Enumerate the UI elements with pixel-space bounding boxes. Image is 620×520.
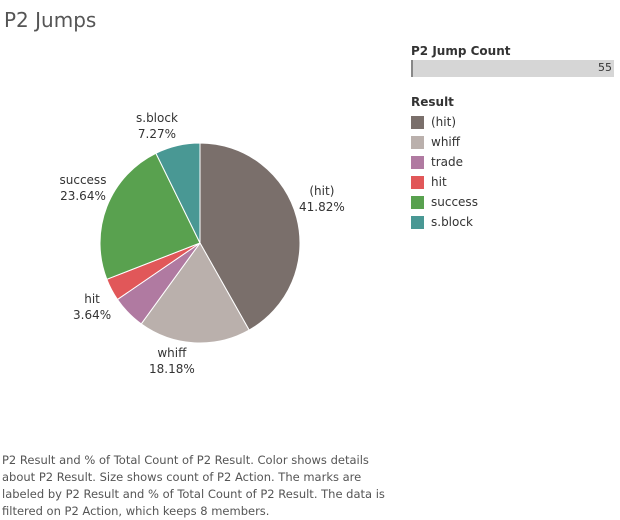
size-legend-title: P2 Jump Count	[411, 44, 511, 58]
slice-label-name: (hit)	[309, 184, 335, 198]
slice-label-percent: 3.64%	[73, 308, 112, 322]
legend-swatch	[411, 215, 424, 229]
legend-swatch	[411, 135, 424, 149]
pie-svg	[99, 142, 301, 344]
legend-item-label: trade	[431, 155, 463, 169]
pie-slice-label: s.block 7.27%	[136, 110, 178, 142]
color-legend-title: Result	[411, 95, 454, 109]
pie-slice-label: whiff 18.18%	[149, 345, 195, 377]
slice-label-name: success	[59, 173, 107, 187]
slice-label-percent: 41.82%	[299, 200, 345, 214]
legend-item-label: (hit)	[431, 115, 457, 129]
pie-slice-label: (hit) 41.82%	[299, 183, 345, 215]
legend-swatch	[411, 195, 424, 209]
chart-title: P2 Jumps	[4, 8, 97, 32]
legend-item-hit-parens[interactable]: (hit)	[411, 112, 616, 132]
legend-swatch	[411, 175, 424, 189]
pie-chart[interactable]: (hit) 41.82% whiff 18.18% hit 3.64% success 23.…	[0, 0, 400, 420]
pie-slice-label: hit 3.64%	[73, 291, 111, 323]
color-legend: (hit) whiff trade hit success s.block	[411, 112, 616, 232]
pie-slice-s-block[interactable]	[155, 142, 201, 244]
legend-item-label: hit	[431, 175, 447, 189]
legend-item-trade[interactable]: trade	[411, 152, 616, 172]
legend-item-label: s.block	[431, 215, 473, 229]
slice-label-percent: 23.64%	[60, 189, 106, 203]
pie-slice-whiff[interactable]	[140, 242, 250, 344]
slice-label-percent: 7.27%	[137, 127, 177, 141]
legend-item-hit[interactable]: hit	[411, 172, 616, 192]
pie-slice-success[interactable]	[99, 152, 201, 280]
pie-slice-label: success 23.64%	[60, 172, 107, 204]
size-legend-bar: 55	[411, 60, 614, 77]
legend-item-whiff[interactable]: whiff	[411, 132, 616, 152]
slice-label-percent: 18.18%	[149, 362, 195, 376]
chart-caption: P2 Result and % of Total Count of P2 Res…	[2, 453, 385, 518]
legend-item-s-block[interactable]: s.block	[411, 212, 616, 232]
legend-panel: P2 Jump Count 55 Result (hit) whiff trad…	[411, 44, 616, 232]
legend-item-success[interactable]: success	[411, 192, 616, 212]
legend-swatch	[411, 155, 424, 169]
pie-slice-hit[interactable]	[199, 142, 301, 331]
slice-label-name: hit	[84, 292, 100, 306]
legend-swatch	[411, 115, 424, 129]
slice-label-name: whiff	[157, 346, 187, 360]
slice-label-name: s.block	[136, 111, 178, 125]
size-legend-value: 55	[598, 61, 612, 74]
legend-item-label: success	[431, 195, 478, 209]
legend-item-label: whiff	[431, 135, 461, 149]
